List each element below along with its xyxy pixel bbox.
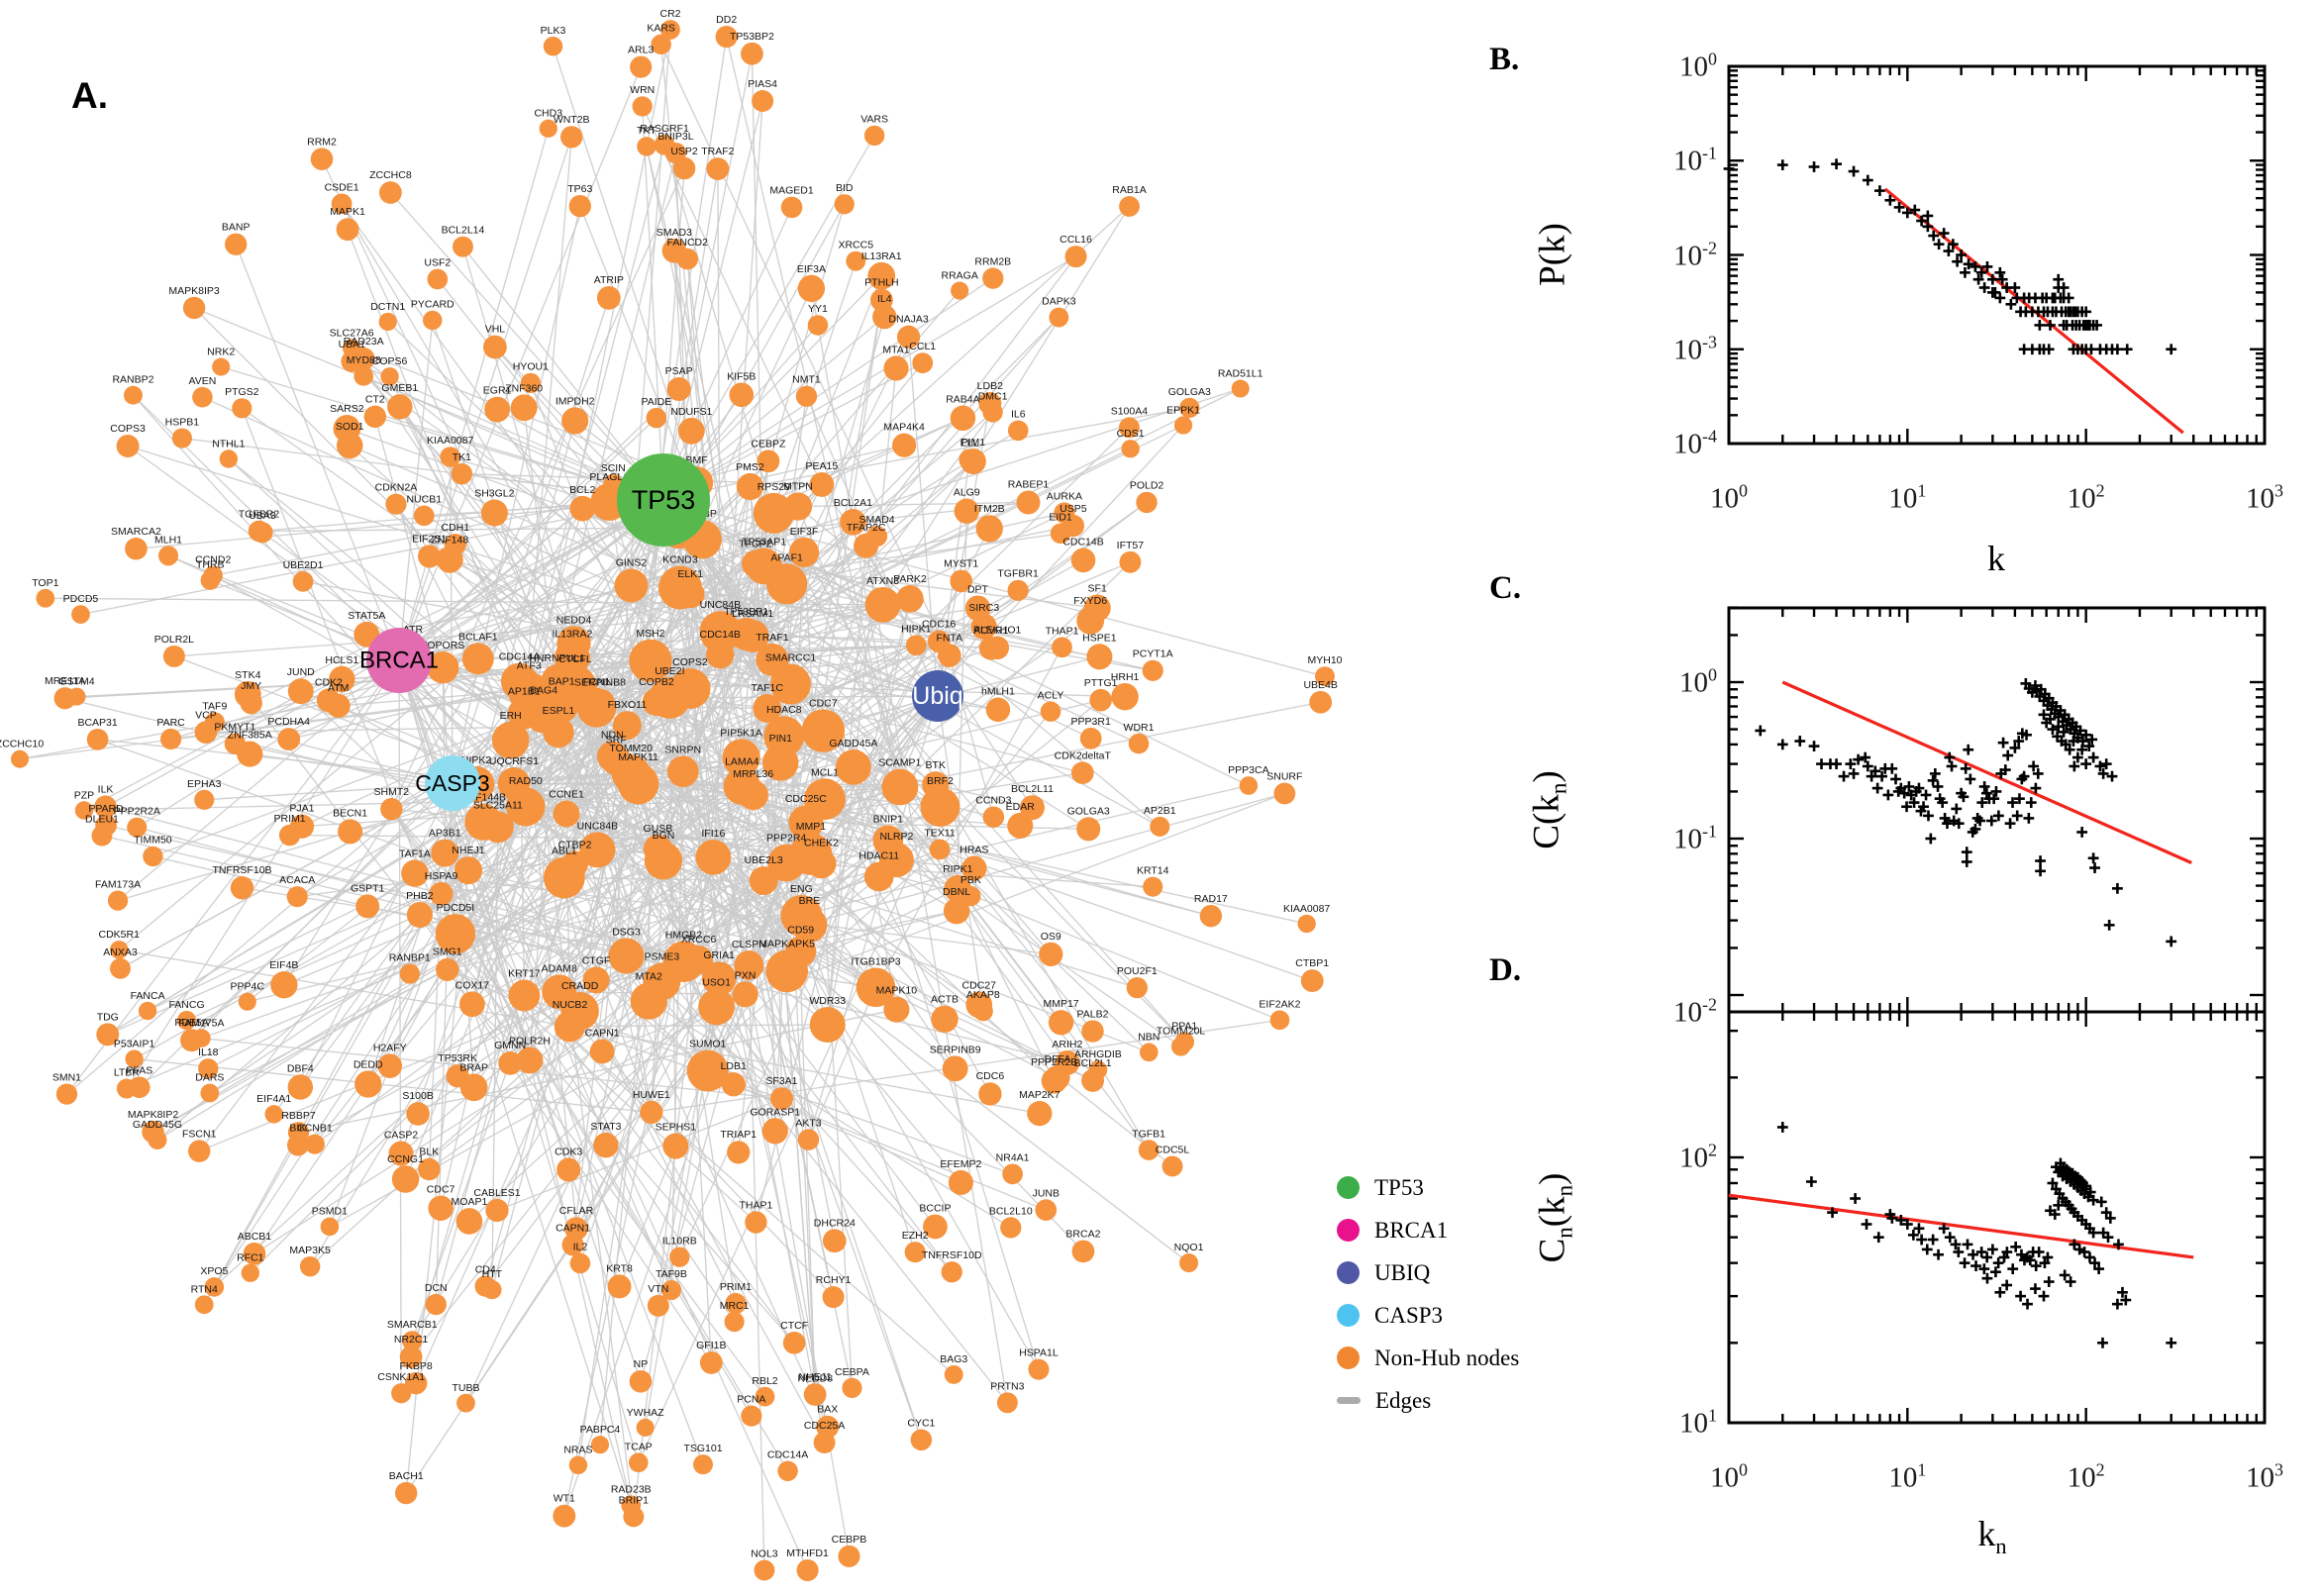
tick-label: 101 [1888,480,1927,515]
legend-item-edges: Edges [1337,1379,1519,1422]
tick-label: 102 [2067,480,2105,515]
panel-label-a: A. [71,75,108,116]
tick-label: 10-2 [1673,994,1717,1029]
tick-label: 10-2 [1673,238,1717,271]
tick-label: 101 [1888,1459,1927,1494]
tick-label: 100 [1710,1459,1748,1494]
legend: TP53 BRCA1 UBIQ CASP3 Non-Hub nodes Edge… [1337,1166,1519,1422]
tick-label: 101 [1679,1405,1717,1440]
tick-label: 102 [1679,1140,1717,1174]
panel-label-b: B. [1489,42,1520,77]
tick-label: 10-4 [1673,426,1717,460]
tick-label: 103 [2245,1459,2283,1494]
tick-label: 100 [1710,480,1748,515]
tick-label: 103 [2245,480,2283,515]
legend-item-casp3: CASP3 [1337,1294,1519,1337]
brca1-swatch-icon [1337,1219,1360,1242]
tick-label: 100 [1679,49,1717,83]
nonhub-swatch-icon [1337,1347,1360,1369]
axis-label-pk: P(k) [1532,223,1573,286]
tick-label: 102 [2067,1459,2105,1494]
panel-label-d: D. [1489,952,1522,988]
axis-label-ckn: C(kn) [1526,770,1571,849]
tick-label: 10-3 [1673,332,1717,366]
tp53-swatch-icon [1337,1176,1360,1199]
casp3-swatch-icon [1337,1304,1360,1327]
axis-label-cnkn: Cn(kn) [1532,1172,1577,1263]
legend-item-brca1: BRCA1 [1337,1209,1519,1251]
panel-label-c: C. [1489,570,1522,606]
ubiq-swatch-icon [1337,1261,1360,1284]
legend-item-ubiq: UBIQ [1337,1251,1519,1294]
tick-label: 100 [1679,664,1717,699]
edge-swatch-icon [1337,1397,1361,1404]
axis-label-kn: kn [1977,1514,2007,1559]
tick-label: 10-1 [1673,143,1717,177]
tick-label: 10-1 [1673,821,1717,855]
legend-item-tp53: TP53 [1337,1166,1519,1209]
axis-label-k: k [1987,539,2005,578]
legend-item-nonhub: Non-Hub nodes [1337,1337,1519,1379]
